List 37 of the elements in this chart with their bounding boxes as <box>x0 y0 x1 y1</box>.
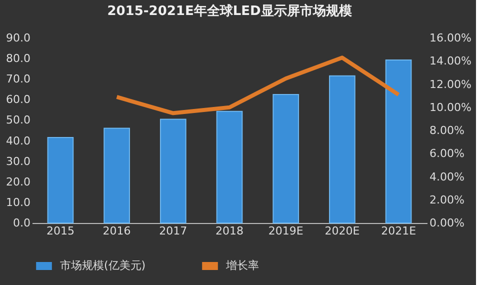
bar <box>47 136 74 224</box>
bar <box>329 75 356 224</box>
bar <box>160 118 186 224</box>
y2-tick-label: 8.00% <box>430 124 464 137</box>
y-tick-label: 50.0 <box>6 114 30 127</box>
y2-tick-label: 16.00% <box>430 32 472 44</box>
bar <box>272 94 300 224</box>
y-tick-label: 80.0 <box>6 52 30 66</box>
y2-tick-label: 4.00% <box>430 170 464 184</box>
y-tick-label: 20.0 <box>6 175 30 188</box>
y2-tick-label: 0.00% <box>430 216 464 230</box>
bar <box>385 59 412 224</box>
y-tick-label: 90.0 <box>6 32 30 44</box>
legend-label: 增长率 <box>225 259 259 272</box>
y-tick-label: 10.0 <box>6 196 30 209</box>
y2-tick-label: 14.00% <box>430 54 472 68</box>
y-tick-label: 40.0 <box>6 134 30 148</box>
legend-label: 市场规模(亿美元) <box>60 259 146 272</box>
y-tick-label: 30.0 <box>6 154 30 168</box>
y2-tick-label: 10.00% <box>430 100 472 114</box>
x-tick-label: 2020E <box>324 224 360 238</box>
bar <box>216 110 243 224</box>
y2-tick-label: 12.00% <box>430 78 472 91</box>
y-tick-label: 0.0 <box>13 216 30 230</box>
x-tick-label: 2016 <box>102 224 131 238</box>
x-tick-label: 2017 <box>159 224 188 238</box>
bar <box>104 128 130 224</box>
y2-tick-label: 6.00% <box>430 147 464 160</box>
x-tick-label: 2021E <box>381 224 416 238</box>
x-tick-label: 2015 <box>46 224 74 238</box>
y-tick-label: 70.0 <box>6 72 30 86</box>
y2-tick-label: 2.00% <box>430 193 464 206</box>
x-tick-label: 2019E <box>268 224 304 238</box>
chart-title: 2015-2021E年全球LED显示屏市场规模 <box>107 3 352 19</box>
x-tick-label: 2018 <box>216 224 244 238</box>
y-tick-label: 60.0 <box>6 93 30 106</box>
line-series <box>114 56 401 116</box>
